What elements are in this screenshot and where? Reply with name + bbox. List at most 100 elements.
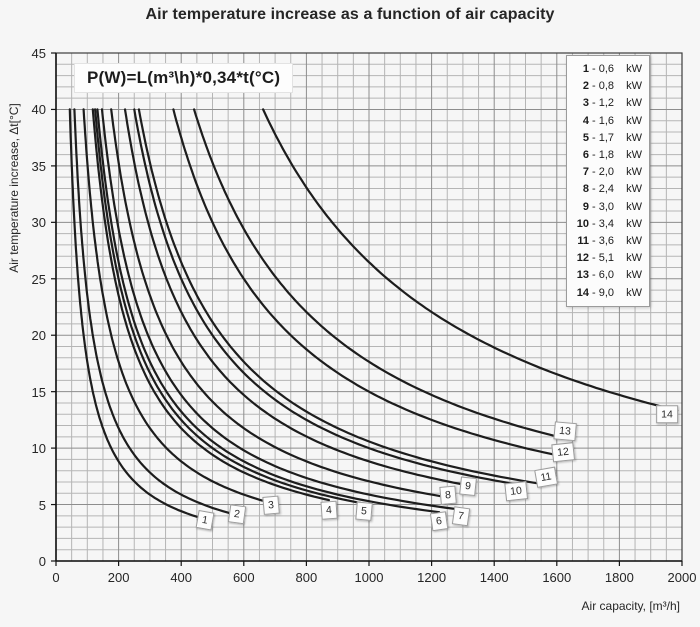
legend-item-unit: kW [626,252,642,265]
x-axis-label: Air capacity, [m³/h] [581,599,680,613]
curve-label-6: 6 [430,511,449,531]
legend-item-value: - 3,0 [592,200,615,213]
y-tick-label: 45 [31,46,46,61]
x-tick-label: 1200 [417,570,447,585]
curve-13 [193,108,567,440]
curve-7 [100,108,462,511]
legend-item-value: - 1,8 [592,149,615,162]
legend-item-13: 13- 6,0 kW [572,267,642,284]
curve-2 [73,108,238,517]
legend-item-4: 4- 1,6 kW [572,113,642,130]
curve-label-7: 7 [451,506,470,526]
curve-3 [82,108,273,505]
curve-11 [137,108,548,486]
curve-14 [262,108,679,412]
curve-label-9: 9 [458,476,477,496]
x-tick-label: 600 [232,570,255,585]
curve-label-10: 10 [504,481,528,501]
legend-item-number: 2 [582,80,589,93]
legend-item-2: 2- 0,8 kW [572,78,642,95]
curve-label-1: 1 [195,510,215,531]
curve-label-4: 4 [320,500,338,519]
legend-item-unit: kW [626,235,642,248]
y-tick-label: 30 [31,215,46,231]
curve-6 [96,108,441,514]
legend-item-number: 1 [582,63,589,75]
legend-item-9: 9- 3,0 kW [572,199,642,216]
chart-title: Air temperature increase as a function o… [145,6,555,23]
x-tick-label: 800 [295,570,318,585]
legend-item-unit: kW [626,97,642,110]
y-tick-label: 25 [31,271,46,287]
legend-item-unit: kW [626,149,642,162]
legend-item-number: 12 [576,252,589,265]
legend-item-unit: kW [626,80,642,93]
y-tick-label: 40 [31,102,46,118]
y-tick-label: 0 [38,554,46,569]
x-tick-label: 2000 [667,570,697,585]
legend-item-value: - 2,4 [592,183,615,196]
x-tick-label: 0 [52,570,60,585]
legend-item-value: - 3,6 [592,235,615,248]
legend: 1- 0,6 kW 2- 0,8 kW 3- 1,2 kW 4- 1,6 kW 5- 1,7 kW… [566,55,650,307]
legend-item-value: - 5,1 [592,252,615,265]
curve-label-11: 11 [534,466,558,488]
curve-label-5: 5 [355,501,373,521]
y-tick-label: 35 [31,158,46,174]
legend-item-number: 14 [576,286,589,299]
x-tick-label: 400 [170,570,193,585]
legend-item-unit: kW [626,114,642,127]
curve-label-3: 3 [262,495,280,514]
y-tick-label: 20 [31,328,46,344]
legend-item-value: - 9,0 [592,286,615,299]
x-tick-label: 1000 [354,570,384,585]
legend-item-value: - 1,7 [592,131,615,144]
x-tick-label: 1800 [604,570,634,585]
y-axis-label: Air temperature increase, Δt[°C] [7,103,21,273]
legend-item-value: - 1,2 [592,97,615,110]
curve-label-14: 14 [656,405,678,423]
x-tick-label: 1400 [479,570,509,585]
curve-10 [133,108,518,486]
legend-item-12: 12- 5,1 kW [572,250,642,267]
curve-4 [91,108,330,502]
legend-item-number: 10 [576,217,589,230]
x-tick-label: 200 [107,570,130,585]
legend-item-value: - 1,6 [592,114,615,127]
curve-label-8: 8 [439,485,457,505]
legend-item-3: 3- 1,2 kW [572,95,642,112]
x-tick-label: 1600 [542,570,572,585]
legend-item-value: - 3,4 [592,217,615,230]
legend-item-unit: kW [626,183,642,196]
legend-item-number: 7 [582,166,589,179]
legend-item-value: - 2,0 [592,166,615,179]
legend-item-10: 10- 3,4 kW [572,216,642,233]
y-tick-label: 15 [31,384,46,400]
curve-label-12: 12 [551,442,576,462]
legend-item-unit: kW [626,63,642,75]
legend-item-number: 13 [576,269,589,282]
curve-12 [172,108,565,458]
legend-item-14: 14- 9,0 kW [572,285,642,302]
legend-item-6: 6- 1,8 kW [572,147,642,164]
legend-item-number: 3 [582,97,589,110]
curve-5 [94,108,366,505]
legend-item-unit: kW [626,131,642,144]
legend-item-7: 7- 2,0 kW [572,164,642,181]
y-tick-label: 5 [38,497,46,513]
legend-item-number: 5 [582,131,589,144]
legend-item-unit: kW [626,269,642,282]
curve-1 [68,108,207,521]
curve-8 [110,108,450,499]
curve-label-2: 2 [227,504,246,524]
legend-item-number: 4 [582,114,589,127]
legend-item-unit: kW [626,217,642,230]
legend-item-5: 5- 1,7 kW [572,130,642,147]
legend-item-number: 9 [582,200,589,213]
legend-item-unit: kW [626,166,642,179]
curve-label-13: 13 [553,421,577,441]
legend-item-unit: kW [626,200,642,213]
legend-item-number: 11 [577,235,589,248]
legend-item-value: - 6,0 [592,269,615,282]
